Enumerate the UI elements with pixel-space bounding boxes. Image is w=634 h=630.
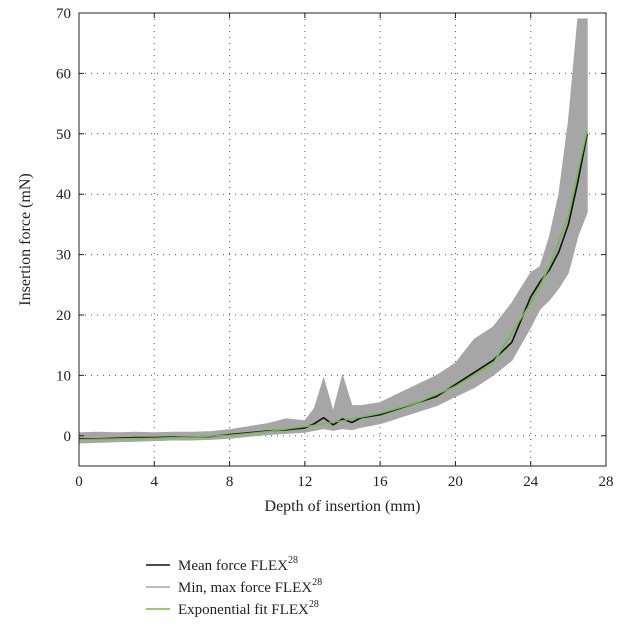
y-axis-label: Insertion force (mN) bbox=[17, 173, 34, 305]
x-tick-label: 0 bbox=[75, 474, 83, 490]
x-axis-label: Depth of insertion (mm) bbox=[265, 498, 421, 515]
y-tick-label: 0 bbox=[64, 429, 72, 445]
legend-min-max-force-superscript: 28 bbox=[312, 577, 322, 588]
plot-frame bbox=[78, 12, 607, 467]
x-tick-label: 8 bbox=[226, 474, 234, 490]
y-tick-label: 60 bbox=[56, 66, 71, 82]
x-tick-label: 28 bbox=[599, 474, 614, 490]
x-tick-label: 16 bbox=[373, 474, 389, 490]
legend-min-max-force-label: Min, max force FLEX28 bbox=[178, 577, 322, 596]
exponential-fit-line bbox=[78, 130, 588, 441]
y-tick-label: 30 bbox=[56, 248, 71, 264]
y-tick-label: 70 bbox=[56, 6, 71, 22]
x-tick-label: 24 bbox=[523, 474, 539, 490]
legend-exponential-fit-label: Exponential fit FLEX28 bbox=[178, 599, 319, 618]
y-tick-label: 10 bbox=[56, 368, 71, 384]
min-max-band bbox=[78, 18, 588, 444]
x-tick-label: 12 bbox=[297, 474, 312, 490]
legend-mean-force-superscript: 28 bbox=[288, 555, 298, 566]
x-tick-label: 20 bbox=[448, 474, 463, 490]
mean-force-line bbox=[79, 133, 588, 440]
y-tick-label: 50 bbox=[56, 127, 71, 143]
legend-exponential-fit-name: Exponential fit FLEX bbox=[178, 602, 309, 618]
legend-min-max-force-name: Min, max force FLEX bbox=[178, 580, 312, 596]
legend-exponential-fit-superscript: 28 bbox=[309, 599, 319, 610]
legend-mean-force-name: Mean force FLEX bbox=[178, 558, 288, 574]
x-tick-label: 4 bbox=[151, 474, 159, 490]
y-tick-label: 20 bbox=[56, 308, 71, 324]
legend-mean-force-label: Mean force FLEX28 bbox=[178, 555, 298, 574]
y-tick-label: 40 bbox=[56, 187, 71, 203]
